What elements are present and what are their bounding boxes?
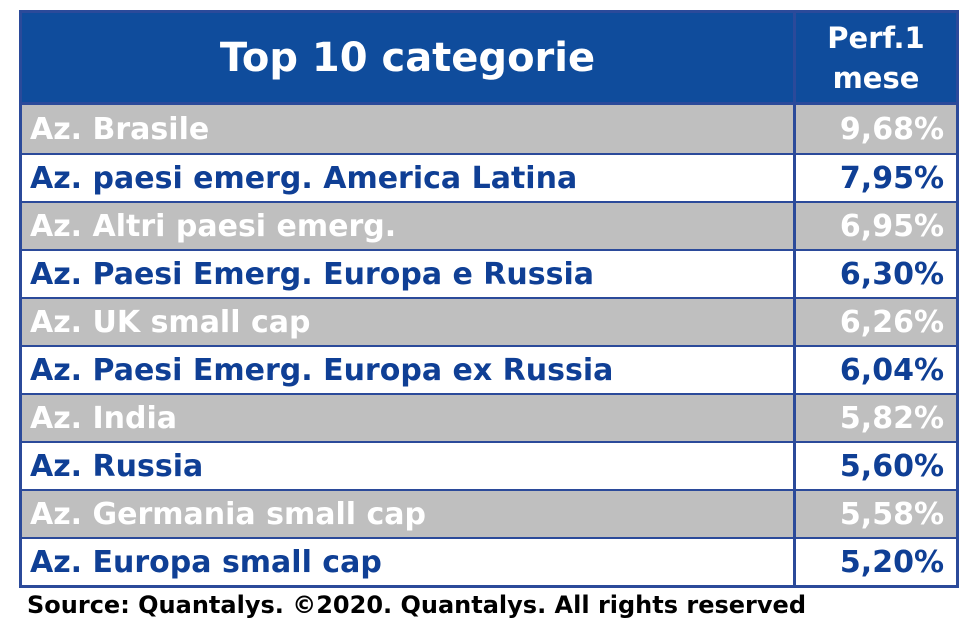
table-row: Az. India 5,82% — [22, 393, 956, 441]
perf-header-line-1: Perf.1 — [827, 20, 925, 55]
performance-table: Top 10 categorie Perf.1 mese Az. Brasile… — [19, 10, 959, 588]
table-row: Az. Brasile 9,68% — [22, 105, 956, 153]
performance-value: 6,04% — [839, 352, 944, 388]
category-name: Az. Altri paesi emerg. — [22, 203, 796, 249]
table-row: Az. paesi emerg. America Latina 7,95% — [22, 153, 956, 201]
perf-column-header: Perf.1 mese — [796, 13, 956, 102]
table-row: Az. Europa small cap 5,20% — [22, 537, 956, 585]
category-name: Az. Brasile — [22, 105, 796, 153]
performance-value: 5,60% — [839, 448, 944, 484]
category-name: Az. Europa small cap — [22, 539, 796, 585]
category-name: Az. India — [22, 395, 796, 441]
table-body: Az. Brasile 9,68% Az. paesi emerg. America… — [22, 105, 956, 585]
table-row: Az. UK small cap 6,26% — [22, 297, 956, 345]
table-row: Az. Altri paesi emerg. 6,95% — [22, 201, 956, 249]
table-header: Top 10 categorie Perf.1 mese — [22, 13, 956, 105]
performance-value: 5,82% — [796, 395, 956, 441]
performance-value: 7,95% — [839, 160, 944, 196]
perf-header-line-2: mese — [832, 60, 920, 95]
performance-value: 9,68% — [796, 105, 956, 153]
category-name: Az. Russia — [22, 443, 796, 489]
table-row: Az. Germania small cap 5,58% — [22, 489, 956, 537]
performance-value: 6,30% — [839, 256, 944, 292]
source-note: Source: Quantalys. ©2020. Quantalys. All… — [27, 591, 806, 619]
table-row: Az. Paesi Emerg. Europa ex Russia 6,04% — [22, 345, 956, 393]
performance-value: 5,20% — [839, 544, 944, 580]
category-name: Az. Paesi Emerg. Europa e Russia — [22, 251, 796, 297]
performance-value: 6,26% — [796, 299, 956, 345]
category-name: Az. Germania small cap — [22, 491, 796, 537]
performance-value: 5,58% — [796, 491, 956, 537]
table-row: Az. Paesi Emerg. Europa e Russia 6,30% — [22, 249, 956, 297]
table-row: Az. Russia 5,60% — [22, 441, 956, 489]
category-name: Az. paesi emerg. America Latina — [22, 155, 796, 201]
table-title: Top 10 categorie — [22, 13, 796, 102]
category-name: Az. UK small cap — [22, 299, 796, 345]
performance-value: 6,95% — [796, 203, 956, 249]
category-name: Az. Paesi Emerg. Europa ex Russia — [22, 347, 796, 393]
